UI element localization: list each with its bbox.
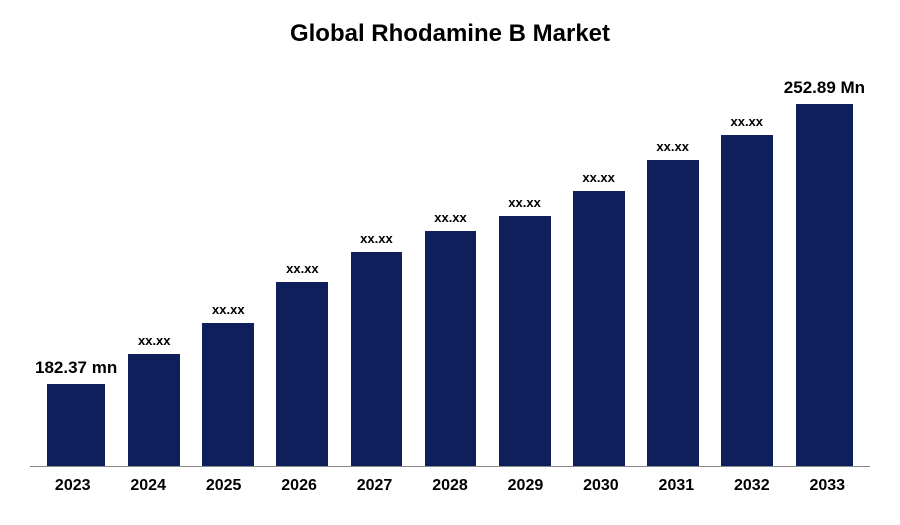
x-axis-label: 2032 xyxy=(714,477,789,495)
bar-group: 182.37 mn xyxy=(35,58,117,466)
bar-value-label: xx.xx xyxy=(730,114,763,129)
bar-group: xx.xx xyxy=(117,58,191,466)
x-axis-label: 2024 xyxy=(110,477,185,495)
x-axis-label: 2030 xyxy=(563,477,638,495)
x-axis-label: 2033 xyxy=(790,477,865,495)
x-axis-label: 2031 xyxy=(639,477,714,495)
bar xyxy=(47,384,105,466)
bar xyxy=(425,231,477,466)
bar xyxy=(276,282,328,466)
x-axis-label: 2025 xyxy=(186,477,261,495)
bar xyxy=(128,354,180,466)
bar xyxy=(647,160,699,466)
bar xyxy=(796,104,853,466)
bar xyxy=(351,252,403,466)
bar-group: xx.xx xyxy=(265,58,339,466)
bar-value-label: xx.xx xyxy=(656,139,689,154)
bar-value-label: xx.xx xyxy=(360,231,393,246)
x-axis-label: 2027 xyxy=(337,477,412,495)
bar xyxy=(721,135,773,467)
bar xyxy=(499,216,551,466)
x-axis: 2023202420252026202720282029203020312032… xyxy=(30,467,870,495)
bar-group: xx.xx xyxy=(636,58,710,466)
bar-group: xx.xx xyxy=(710,58,784,466)
x-axis-label: 2023 xyxy=(35,477,110,495)
x-axis-label: 2028 xyxy=(412,477,487,495)
bar-group: xx.xx xyxy=(562,58,636,466)
bar-value-label: xx.xx xyxy=(582,170,615,185)
bar-value-label: xx.xx xyxy=(212,302,245,317)
bar-group: xx.xx xyxy=(339,58,413,466)
bar xyxy=(573,191,625,466)
chart-container: Global Rhodamine B Market 182.37 mn xx.xx… xyxy=(0,0,900,525)
bar-group: xx.xx xyxy=(413,58,487,466)
bar xyxy=(202,323,254,466)
chart-title: Global Rhodamine B Market xyxy=(30,20,870,48)
bar-value-label: 182.37 mn xyxy=(35,358,117,378)
bar-group: xx.xx xyxy=(488,58,562,466)
plot-area: 182.37 mn xx.xx xx.xx xx.xx xx.xx xx.xx xx.xx x… xyxy=(30,58,870,467)
bar-group: 252.89 Mn xyxy=(784,58,865,466)
bar-value-label: xx.xx xyxy=(434,210,467,225)
x-axis-label: 2026 xyxy=(261,477,336,495)
bar-value-label: xx.xx xyxy=(138,333,171,348)
bar-group: xx.xx xyxy=(191,58,265,466)
bar-value-label: xx.xx xyxy=(286,261,319,276)
bar-value-label: 252.89 Mn xyxy=(784,78,865,98)
x-axis-label: 2029 xyxy=(488,477,563,495)
bar-value-label: xx.xx xyxy=(508,195,541,210)
